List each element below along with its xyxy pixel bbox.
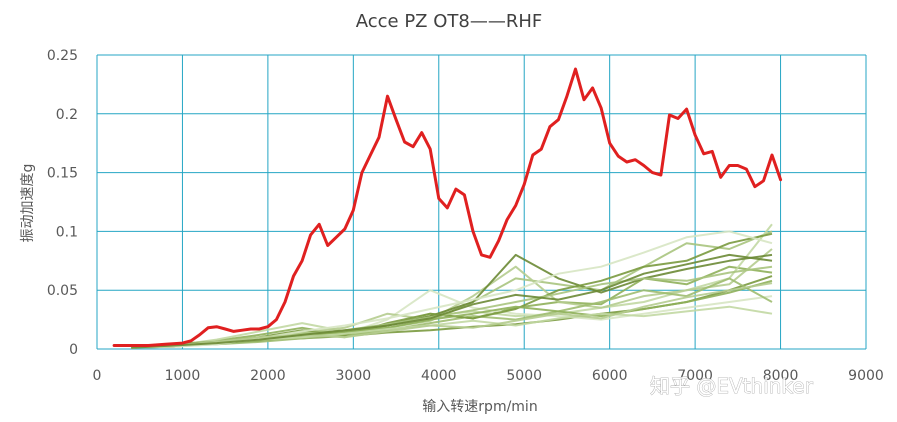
x-tick-label: 6000 bbox=[592, 368, 628, 384]
series-line-bg6 bbox=[131, 248, 773, 348]
series-line-bg8 bbox=[131, 277, 773, 348]
x-tick-label: 7000 bbox=[677, 368, 713, 384]
series-line-bg15 bbox=[131, 253, 773, 349]
chart-title: Acce PZ OT8——RHF bbox=[356, 11, 543, 32]
background-series-group bbox=[131, 223, 773, 349]
y-tick-label: 0.15 bbox=[47, 166, 78, 182]
y-tick-label: 0.05 bbox=[47, 283, 78, 299]
series-line-bg2 bbox=[131, 265, 773, 348]
y-axis-ticks: 0 0.05 0.1 0.15 0.2 0.25 bbox=[47, 48, 78, 358]
series-line-RHF bbox=[112, 67, 783, 347]
y-axis-label: 振动加速度g bbox=[20, 164, 36, 243]
x-tick-label: 1000 bbox=[165, 368, 201, 384]
x-axis-label: 输入转速rpm/min bbox=[422, 399, 537, 415]
grid bbox=[96, 54, 867, 350]
x-tick-label: 0 bbox=[93, 368, 102, 384]
x-tick-label: 3000 bbox=[336, 368, 372, 384]
y-tick-label: 0.1 bbox=[56, 224, 78, 240]
y-tick-label: 0.25 bbox=[47, 48, 78, 64]
highlight-series-group bbox=[112, 67, 783, 347]
x-tick-label: 2000 bbox=[250, 368, 286, 384]
x-tick-label: 4000 bbox=[421, 368, 457, 384]
series-line-bg14 bbox=[131, 282, 773, 348]
x-axis-ticks: 0 1000 2000 3000 4000 5000 6000 7000 8000 9000 bbox=[93, 368, 884, 384]
x-tick-label: 9000 bbox=[848, 368, 884, 384]
y-tick-label: 0.2 bbox=[56, 107, 78, 123]
series-line-bg7 bbox=[131, 253, 773, 349]
y-tick-label: 0 bbox=[69, 342, 78, 358]
x-tick-label: 5000 bbox=[506, 368, 542, 384]
x-tick-label: 8000 bbox=[763, 368, 799, 384]
watermark: 知乎 @EVthinker bbox=[650, 374, 814, 398]
